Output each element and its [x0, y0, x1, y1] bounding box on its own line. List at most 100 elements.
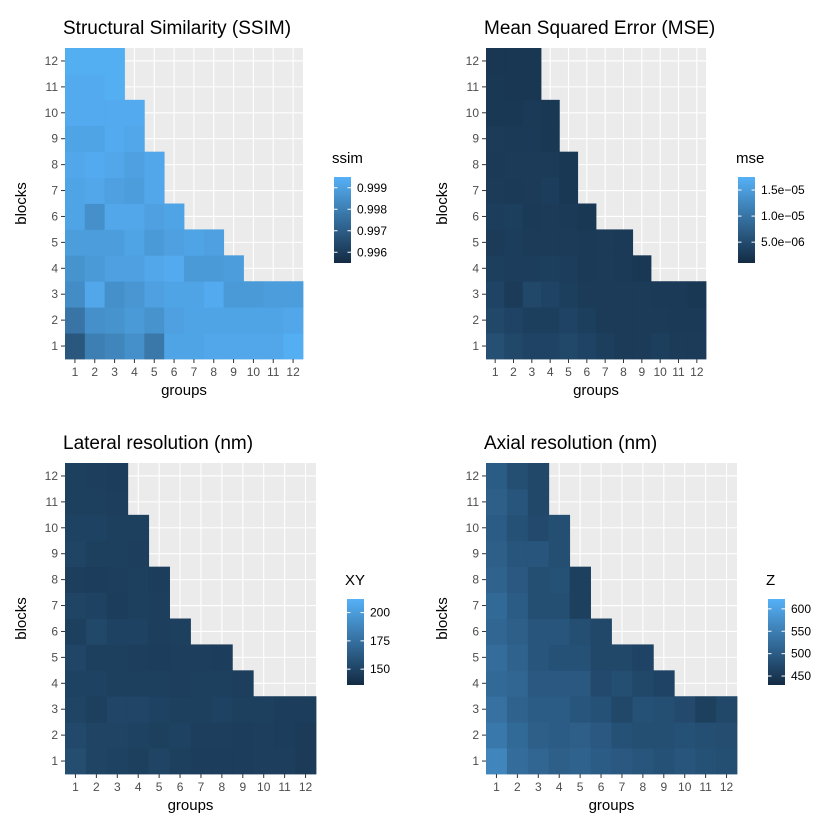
heatmap-tile: [65, 99, 86, 127]
heatmap-tile: [506, 592, 529, 619]
heatmap-tile: [84, 151, 106, 178]
heatmap-tile: [169, 722, 191, 749]
heatmap-tile: [283, 333, 304, 360]
heatmap-tile: [106, 696, 129, 723]
heatmap-tile: [65, 618, 87, 645]
y-tick-label: 6: [472, 624, 479, 638]
heatmap-tile: [243, 307, 264, 334]
heatmap-tile: [716, 696, 738, 723]
heatmap-tile: [169, 696, 191, 723]
x-tick-label: 2: [93, 780, 100, 794]
heatmap-tile: [527, 618, 550, 645]
x-tick-label: 8: [210, 365, 217, 379]
heatmap-tile: [504, 229, 524, 256]
heatmap-tile: [486, 281, 505, 308]
heatmap-tile: [127, 644, 150, 671]
heatmap-tile: [486, 540, 508, 568]
heatmap-tile: [106, 488, 129, 516]
heatmap-tile: [85, 644, 108, 671]
heatmap-tile: [253, 696, 275, 723]
x-axis-title: groups: [589, 797, 635, 814]
heatmap-tile: [522, 307, 542, 334]
heatmap-tile: [65, 203, 86, 230]
y-tick-label: 3: [51, 287, 58, 301]
heatmap-tile: [486, 514, 508, 542]
y-tick-label: 4: [51, 261, 58, 275]
heatmap-tile: [148, 722, 170, 749]
x-tick-label: 3: [528, 365, 535, 379]
heatmap-tile: [164, 307, 185, 334]
heatmap-tile: [653, 696, 675, 723]
chart-title: Lateral resolution (nm): [63, 433, 253, 454]
heatmap-tile: [522, 203, 542, 230]
y-tick-label: 12: [466, 54, 480, 68]
y-tick-label: 6: [51, 209, 58, 223]
heatmap-tile: [169, 748, 191, 775]
heatmap-tile: [527, 670, 550, 697]
heatmap-tile: [274, 696, 296, 723]
heatmap-tile: [506, 618, 529, 645]
heatmap-tile: [144, 203, 165, 230]
heatmap-tile: [104, 99, 125, 127]
legend-colorbar: [334, 177, 351, 263]
heatmap-tile: [203, 281, 225, 308]
heatmap-tile: [104, 229, 125, 256]
heatmap-tile: [674, 696, 696, 723]
legend-label: 550: [791, 624, 811, 638]
heatmap-tile: [274, 722, 296, 749]
x-tick-label: 1: [72, 780, 79, 794]
heatmap-tile: [590, 722, 612, 749]
y-tick-label: 6: [51, 624, 58, 638]
x-tick-label: 5: [151, 365, 158, 379]
x-tick-label: 1: [492, 365, 499, 379]
heatmap-tile: [569, 670, 591, 697]
heatmap-tile: [651, 307, 670, 334]
heatmap-tile: [211, 670, 233, 697]
heatmap-tile: [243, 333, 264, 360]
heatmap-tile: [506, 748, 529, 775]
heatmap-tile: [614, 229, 634, 256]
heatmap-tile: [203, 333, 225, 360]
heatmap-tile: [65, 748, 87, 775]
heatmap-tile: [84, 255, 106, 282]
x-axis-title: groups: [161, 382, 207, 399]
x-tick-label: 2: [514, 780, 521, 794]
heatmap-tile: [541, 203, 560, 230]
legend-title: XY: [345, 572, 365, 589]
y-tick-label: 9: [51, 132, 58, 146]
axial-resolution-heatmap-panel: Axial resolution (nm)1 2 3 4 5 6 7 8 9 10 11 121234…: [434, 433, 811, 814]
heatmap-tile: [148, 696, 170, 723]
x-tick-label: 6: [171, 365, 178, 379]
heatmap-tile: [486, 177, 505, 204]
heatmap-tile: [85, 488, 108, 516]
heatmap-tile: [164, 255, 185, 282]
heatmap-tile: [65, 125, 86, 153]
heatmap-tile: [653, 670, 675, 697]
legend-colorbar: [347, 599, 364, 685]
x-tick-label: 7: [619, 780, 626, 794]
heatmap-tile: [65, 151, 86, 178]
heatmap-tile: [611, 748, 633, 775]
heatmap-tile: [124, 255, 145, 282]
x-tick-label: 12: [690, 365, 704, 379]
heatmap-tile: [590, 696, 612, 723]
x-tick-label: 10: [247, 365, 261, 379]
heatmap-tile: [569, 748, 591, 775]
y-tick-label: 4: [472, 261, 479, 275]
heatmap-tile: [104, 203, 125, 230]
heatmap-tile: [687, 307, 707, 334]
heatmap-tile: [548, 566, 571, 593]
heatmap-tile: [522, 229, 542, 256]
legend-label: 175: [370, 634, 390, 648]
heatmap-tile: [527, 540, 550, 568]
heatmap-tile: [65, 333, 86, 360]
heatmap-tile: [486, 125, 505, 153]
heatmap-tile: [65, 540, 87, 568]
x-tick-label: 2: [91, 365, 98, 379]
heatmap-tile: [486, 151, 505, 178]
heatmap-tile: [253, 748, 275, 775]
heatmap-tile: [223, 333, 244, 360]
heatmap-tile: [124, 281, 145, 308]
y-tick-label: 9: [51, 547, 58, 561]
y-tick-label: 2: [51, 313, 58, 327]
